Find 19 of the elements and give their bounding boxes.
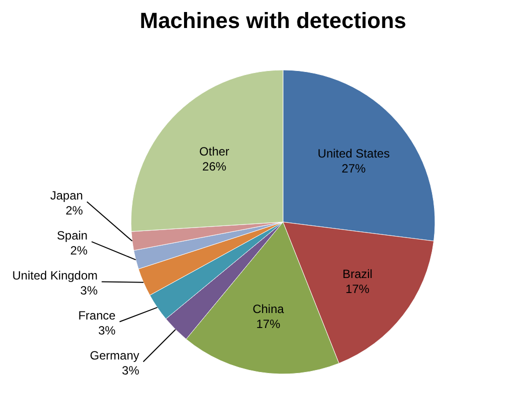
- data-label: 3%: [122, 364, 140, 378]
- data-label: 2%: [70, 244, 88, 258]
- data-label: 17%: [256, 317, 281, 332]
- data-label: 2%: [66, 204, 84, 218]
- data-label: 3%: [98, 324, 116, 338]
- data-label: 27%: [342, 162, 366, 176]
- slice-label: France: [78, 308, 116, 323]
- data-label: 26%: [202, 159, 227, 174]
- slice-label: Other: [199, 144, 230, 158]
- chart-title: Machines with detections: [140, 8, 406, 33]
- slice-label: Brazil: [342, 266, 372, 281]
- slice-label: Spain: [56, 228, 88, 243]
- slice-label: United States: [318, 146, 390, 161]
- slice-label: United Kingdom: [12, 268, 98, 283]
- slice-label: Germany: [90, 348, 140, 363]
- data-label: 17%: [345, 282, 370, 296]
- slice-label: China: [252, 302, 284, 316]
- slice-label: Japan: [50, 188, 83, 203]
- data-label: 3%: [80, 284, 98, 298]
